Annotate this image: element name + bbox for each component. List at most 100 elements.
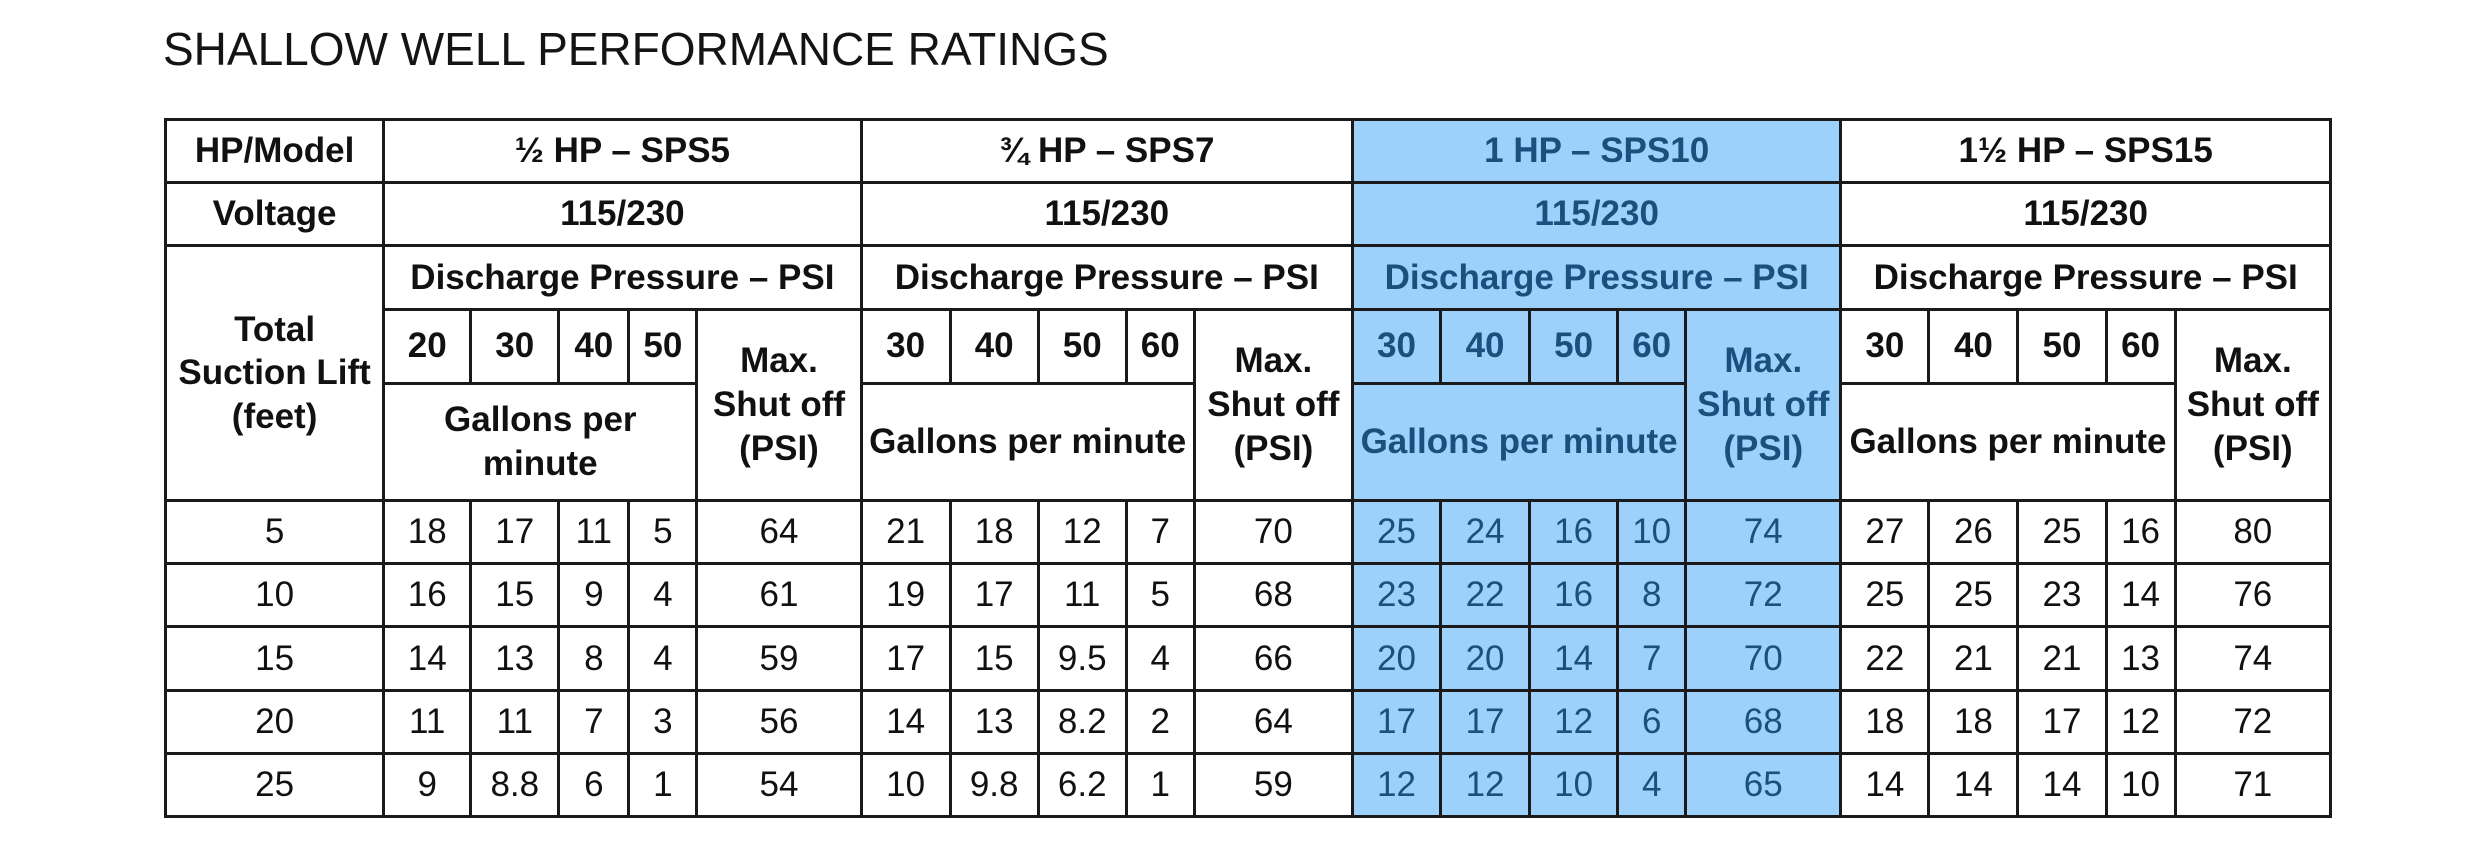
table-row: HP/Model ½ HP – SPS5 ¾ HP – SPS7 1 HP – SPS… [163,117,2332,185]
psi-column-header: 40 [1439,307,1532,385]
suction-lift-label: Total Suction Lift (feet) [163,244,386,503]
gpm-value: 22 [1439,562,1532,629]
table-row: 20 30 40 50 Max. Shut off (PSI) 30 40 50 60 Max. … [166,307,2333,503]
gpm-value: 9.8 [948,751,1040,819]
psi-column-header: 20 [382,307,473,385]
gpm-value: 8.2 [1036,688,1128,755]
gpm-value: 18 [948,499,1040,566]
gpm-value: 17 [469,499,561,566]
discharge-pressure-header: Discharge Pressure – PSI [859,244,1354,311]
gpm-value: 17 [1350,688,1443,755]
psi-column-header: 40 [1927,307,2020,385]
hp-model-label: HP/Model [163,117,386,185]
psi-column-header: 60 [1616,307,1688,385]
table-row: 20 11 11 7 3 56 14 13 8.2 2 64 17 17 12 6 68 18 18 17 12 72 [163,688,2333,755]
psi-column-header: 50 [1528,307,1620,385]
gpm-value: 26 [1927,499,2020,566]
gpm-value: 6.2 [1036,751,1128,819]
max-shutoff-value: 68 [1192,562,1354,629]
gpm-value: 2 [1124,688,1196,755]
gpm-label: Gallons per minute [1350,381,1688,503]
max-shutoff-value: 74 [2173,625,2333,692]
psi-column-header: 30 [1839,307,1931,385]
gpm-value: 17 [2016,688,2108,755]
gpm-value: 13 [2104,625,2177,692]
max-shutoff-value: 64 [695,499,863,566]
max-shutoff-value: 65 [1684,751,1843,819]
gpm-value: 9 [557,562,631,629]
gpm-value: 7 [557,688,631,755]
voltage-value: 115/230 [1350,181,1843,248]
gpm-value: 7 [1124,499,1196,566]
gpm-value: 10 [2104,751,2177,819]
discharge-pressure-header: Discharge Pressure – PSI [1839,244,2332,311]
gpm-value: 1 [1124,751,1196,819]
gpm-value: 18 [1927,688,2020,755]
gpm-value: 3 [627,688,699,755]
gpm-value: 14 [1528,625,1620,692]
gpm-value: 25 [1927,562,2020,629]
suction-lift-value: 20 [163,688,386,755]
gpm-value: 9 [382,751,473,819]
suction-lift-value: 5 [163,499,386,566]
max-shutoff-value: 76 [2173,562,2333,629]
gpm-value: 11 [382,688,473,755]
gpm-value: 11 [1036,562,1128,629]
discharge-pressure-header: Discharge Pressure – PSI [1350,244,1843,311]
gpm-value: 25 [1839,562,1931,629]
suction-lift-value: 15 [163,625,386,692]
max-shutoff-header: Max. Shut off (PSI) [695,307,863,503]
gpm-value: 6 [557,751,631,819]
voltage-value: 115/230 [859,181,1354,248]
gpm-value: 16 [1528,562,1620,629]
psi-column-header: 50 [627,307,699,385]
max-shutoff-value: 59 [695,625,863,692]
gpm-value: 10 [1616,499,1688,566]
gpm-value: 21 [1927,625,2020,692]
max-shutoff-value: 72 [1684,562,1843,629]
gpm-value: 21 [859,499,952,566]
table-row: Voltage 115/230 115/230 115/230 115/230 [163,181,2332,248]
max-shutoff-value: 54 [695,751,863,819]
gpm-value: 20 [1350,625,1443,692]
psi-column-header: 30 [859,307,952,385]
gpm-value: 13 [469,625,561,692]
gpm-label: Gallons per minute [1839,381,2177,503]
gpm-value: 18 [382,499,473,566]
model-name: 1½ HP – SPS15 [1839,117,2332,185]
voltage-label: Voltage [163,181,386,248]
model-name: ½ HP – SPS5 [382,117,863,185]
gpm-value: 25 [1350,499,1443,566]
psi-column-header: 30 [469,307,561,385]
table-row: 5 18 17 11 5 64 21 18 12 7 70 25 24 16 10 74 27 26 25 16 80 [163,499,2333,566]
gpm-value: 17 [948,562,1040,629]
gpm-value: 24 [1439,499,1532,566]
gpm-value: 10 [859,751,952,819]
gpm-value: 19 [859,562,952,629]
gpm-value: 6 [1616,688,1688,755]
gpm-value: 5 [1124,562,1196,629]
psi-column-header: 50 [2016,307,2108,385]
gpm-value: 16 [2104,499,2177,566]
gpm-value: 17 [859,625,952,692]
gpm-value: 14 [1927,751,2020,819]
voltage-value: 115/230 [382,181,863,248]
max-shutoff-value: 70 [1684,625,1843,692]
gpm-value: 15 [469,562,561,629]
voltage-value: 115/230 [1839,181,2332,248]
page-title: SHALLOW WELL PERFORMANCE RATINGS [163,23,1109,75]
gpm-value: 12 [1036,499,1128,566]
gpm-value: 12 [1439,751,1532,819]
max-shutoff-header: Max. Shut off (PSI) [1192,307,1354,503]
gpm-value: 22 [1839,625,1931,692]
max-shutoff-value: 72 [2173,688,2333,755]
max-shutoff-value: 61 [695,562,863,629]
psi-column-header: 40 [948,307,1040,385]
psi-column-header: 60 [1124,307,1196,385]
performance-table: HP/Model ½ HP – SPS5 ¾ HP – SPS7 1 HP – SPS… [163,117,2333,819]
psi-column-header: 60 [2104,307,2177,385]
table-row: 15 14 13 8 4 59 17 15 9.5 4 66 20 20 14 7 70 22 21 21 13 74 [163,625,2333,692]
discharge-pressure-header: Discharge Pressure – PSI [382,244,863,311]
psi-column-header: 30 [1350,307,1443,385]
gpm-value: 4 [1616,751,1688,819]
